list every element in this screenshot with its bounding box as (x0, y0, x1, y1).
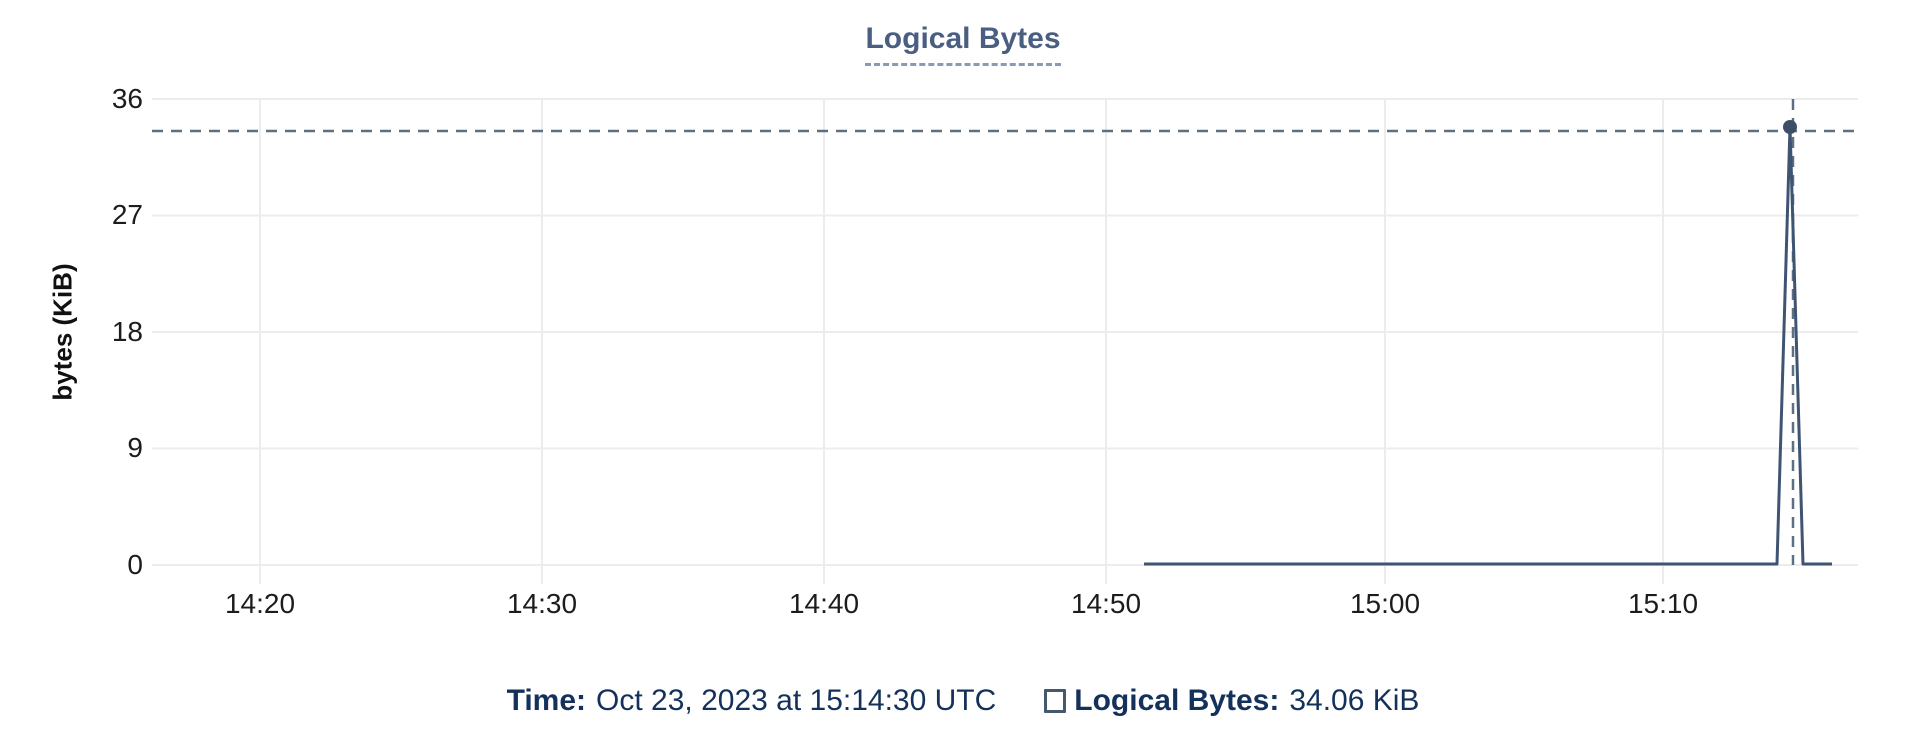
xtick-1500: 15:00 (1349, 588, 1421, 619)
xtick-1440: 14:40 (788, 588, 860, 619)
series-swatch-icon (1044, 689, 1067, 713)
plot-area[interactable] (152, 99, 1858, 565)
hovered-data-point[interactable] (1783, 120, 1797, 134)
ytick-9: 9 (127, 432, 143, 463)
xtick-1450: 14:50 (1070, 588, 1142, 619)
chart-title[interactable]: Logical Bytes (865, 22, 1061, 66)
tooltip-time-group: Time: Oct 23, 2023 at 15:14:30 UTC (507, 684, 997, 718)
tooltip-series-group[interactable]: Logical Bytes: 34.06 KiB (1044, 684, 1419, 718)
xtick-1510: 15:10 (1627, 588, 1699, 619)
tooltip-series-value: 34.06 KiB (1289, 684, 1420, 717)
ytick-36: 36 (111, 83, 143, 114)
chart-title-row: Logical Bytes (0, 22, 1926, 66)
ytick-18: 18 (111, 316, 143, 347)
hover-tooltip-bar: Time: Oct 23, 2023 at 15:14:30 UTC Logic… (0, 684, 1926, 718)
xtick-1420: 14:20 (224, 588, 296, 619)
tooltip-time-label: Time: (506, 684, 587, 717)
y-axis-label: bytes (KiB) (47, 263, 78, 401)
tooltip-time-value: Oct 23, 2023 at 15:14:30 UTC (596, 684, 997, 717)
xtick-1430: 14:30 (506, 588, 578, 619)
tooltip-series-label: Logical Bytes: (1074, 684, 1280, 717)
ytick-27: 27 (111, 199, 143, 230)
ytick-0: 0 (127, 549, 143, 580)
